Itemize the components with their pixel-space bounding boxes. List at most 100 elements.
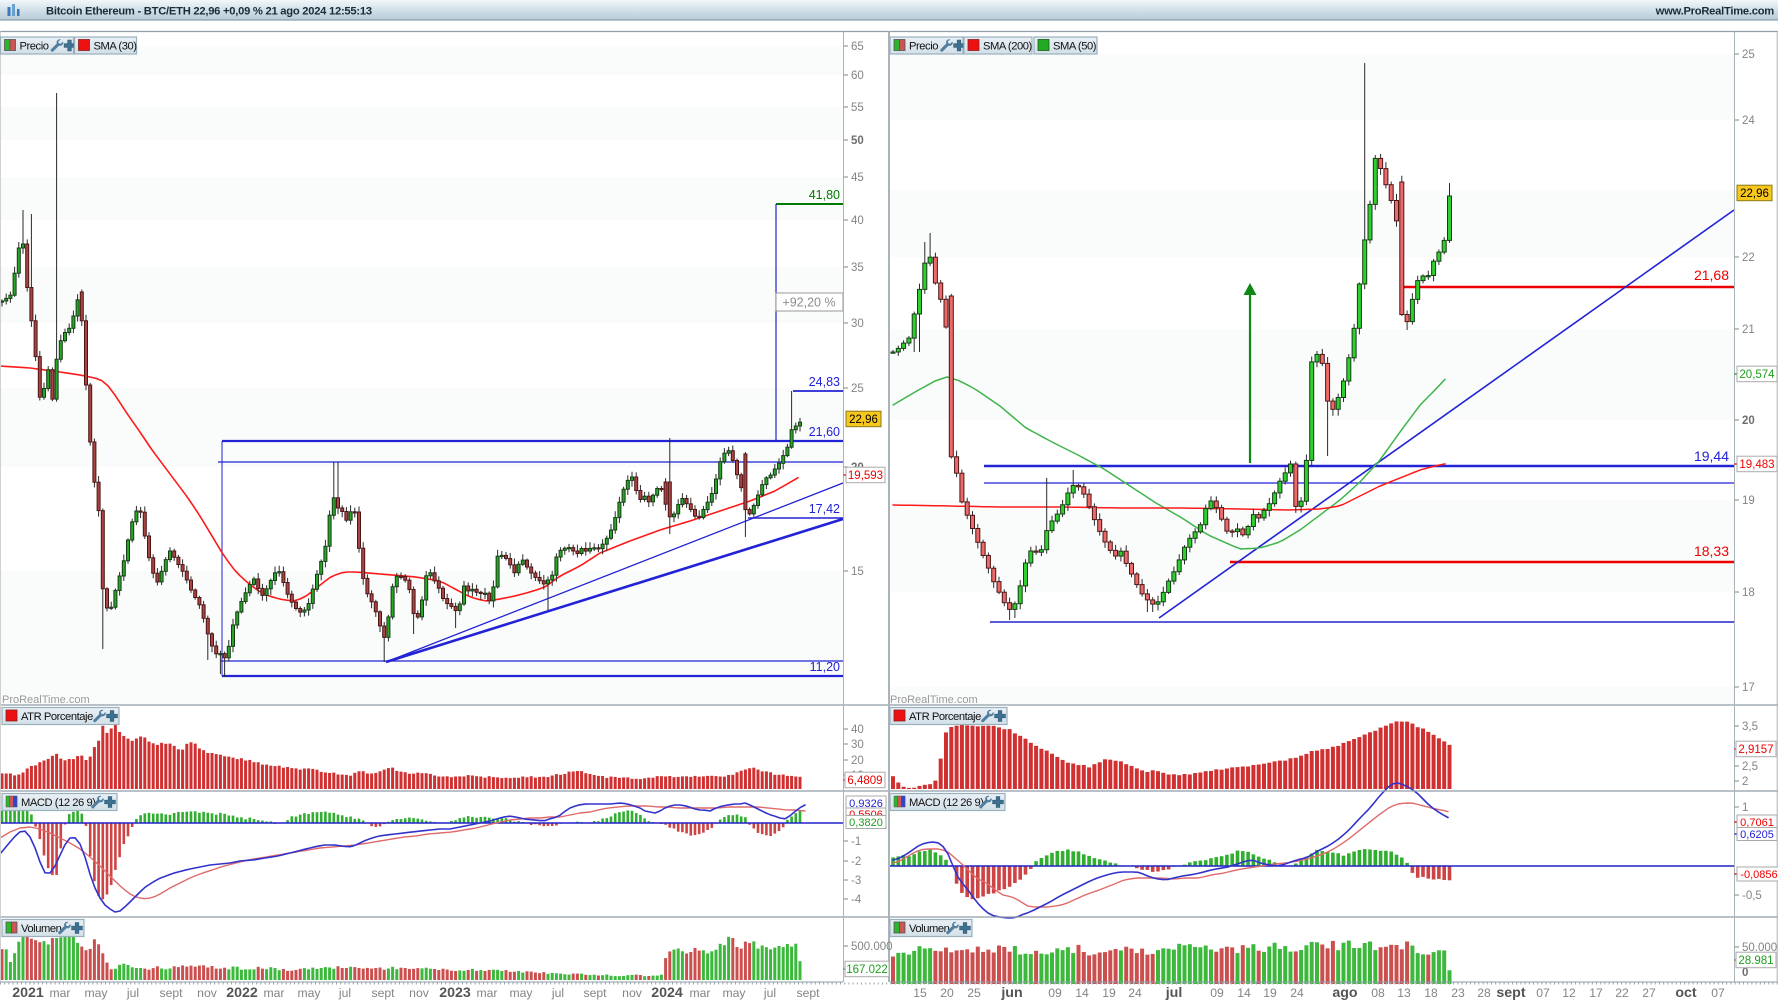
svg-text:20: 20 <box>1742 415 1755 427</box>
svg-text:ATR Porcentaje: ATR Porcentaje <box>21 711 93 723</box>
svg-text:17: 17 <box>1742 682 1755 694</box>
svg-text:25: 25 <box>1742 49 1755 61</box>
svg-text:mar: mar <box>264 986 285 1000</box>
svg-text:35: 35 <box>851 262 864 274</box>
svg-text:SMA (30): SMA (30) <box>94 41 138 53</box>
svg-text:19: 19 <box>1742 495 1755 507</box>
svg-text:2,9157: 2,9157 <box>1738 744 1773 756</box>
svg-text:nov: nov <box>409 986 430 1000</box>
svg-text:17,42: 17,42 <box>809 502 840 516</box>
svg-text:jul: jul <box>1165 985 1183 1000</box>
svg-text:SMA (200): SMA (200) <box>983 41 1033 53</box>
svg-text:13: 13 <box>1397 986 1411 1000</box>
svg-text:22: 22 <box>1615 986 1629 1000</box>
svg-text:28.981: 28.981 <box>1738 955 1773 967</box>
svg-text:24: 24 <box>1128 986 1142 1000</box>
svg-text:2023: 2023 <box>439 985 471 1000</box>
svg-text:6,4809: 6,4809 <box>847 775 882 787</box>
svg-text:50: 50 <box>851 135 864 147</box>
svg-text:+92,20 %: +92,20 % <box>782 296 835 310</box>
svg-text:07: 07 <box>1711 986 1725 1000</box>
svg-text:09: 09 <box>1048 986 1062 1000</box>
svg-text:0,7061: 0,7061 <box>1740 817 1774 829</box>
svg-text:may: may <box>84 986 108 1000</box>
svg-text:12: 12 <box>1562 986 1576 1000</box>
svg-text:11,20: 11,20 <box>810 660 840 674</box>
svg-text:19,483: 19,483 <box>1739 459 1774 471</box>
svg-text:09: 09 <box>1210 986 1224 1000</box>
svg-text:jul: jul <box>338 986 351 1000</box>
svg-text:19: 19 <box>1102 986 1116 1000</box>
svg-text:jul: jul <box>126 986 139 1000</box>
svg-text:-4: -4 <box>851 894 862 906</box>
svg-text:sept: sept <box>1496 985 1525 1000</box>
svg-text:3,5: 3,5 <box>1742 721 1758 733</box>
svg-text:-1: -1 <box>851 836 861 848</box>
svg-text:14: 14 <box>1075 986 1089 1000</box>
svg-text:07: 07 <box>1536 986 1550 1000</box>
svg-text:-3: -3 <box>851 875 861 887</box>
svg-text:www.ProRealTime.com: www.ProRealTime.com <box>1655 6 1775 18</box>
svg-text:-0,0856: -0,0856 <box>1740 869 1777 881</box>
svg-text:Volumen: Volumen <box>21 923 62 935</box>
svg-text:ATR Porcentaje: ATR Porcentaje <box>909 711 981 723</box>
svg-text:ago: ago <box>1332 985 1358 1000</box>
svg-text:19,593: 19,593 <box>848 470 883 482</box>
svg-text:18: 18 <box>1424 986 1438 1000</box>
svg-text:MACD (12 26 9): MACD (12 26 9) <box>909 797 984 809</box>
svg-text:40: 40 <box>851 724 864 736</box>
svg-text:14: 14 <box>1237 986 1251 1000</box>
svg-text:27: 27 <box>1642 986 1656 1000</box>
svg-text:ProRealTime.com: ProRealTime.com <box>2 694 90 706</box>
svg-text:22,96: 22,96 <box>849 414 878 426</box>
svg-text:0,9326: 0,9326 <box>849 798 883 810</box>
svg-text:mar: mar <box>690 986 711 1000</box>
svg-text:nov: nov <box>622 986 643 1000</box>
svg-text:jul: jul <box>763 986 776 1000</box>
svg-text:23: 23 <box>1451 986 1465 1000</box>
svg-text:sept: sept <box>159 986 183 1000</box>
svg-text:30: 30 <box>851 739 864 751</box>
svg-text:20: 20 <box>851 755 864 767</box>
svg-text:25: 25 <box>967 986 981 1000</box>
svg-text:-0,5: -0,5 <box>1742 890 1762 902</box>
svg-text:15: 15 <box>851 566 864 578</box>
svg-text:20: 20 <box>940 986 954 1000</box>
svg-text:24,83: 24,83 <box>809 375 840 389</box>
svg-text:sept: sept <box>583 986 607 1000</box>
svg-text:22: 22 <box>1742 252 1755 264</box>
svg-text:Bitcoin Ethereum - BTC/ETH 22,: Bitcoin Ethereum - BTC/ETH 22,96 +0,09 %… <box>46 6 372 18</box>
svg-text:08: 08 <box>1371 986 1385 1000</box>
svg-text:24: 24 <box>1290 986 1304 1000</box>
svg-text:jun: jun <box>1000 985 1022 1000</box>
svg-text:sept: sept <box>371 986 395 1000</box>
svg-text:17: 17 <box>1589 986 1603 1000</box>
svg-text:SMA (50): SMA (50) <box>1053 41 1097 53</box>
svg-text:Precio: Precio <box>20 41 49 53</box>
svg-text:25: 25 <box>851 383 864 395</box>
svg-text:sept: sept <box>796 986 820 1000</box>
svg-text:19: 19 <box>1263 986 1277 1000</box>
svg-text:19,44: 19,44 <box>1694 448 1729 464</box>
svg-text:0: 0 <box>1742 967 1748 979</box>
svg-text:21,60: 21,60 <box>809 425 840 439</box>
svg-text:ProRealTime.com: ProRealTime.com <box>890 694 978 706</box>
svg-text:may: may <box>509 986 533 1000</box>
svg-text:may: may <box>722 986 746 1000</box>
svg-text:2021: 2021 <box>12 985 44 1000</box>
svg-text:Precio: Precio <box>909 41 938 53</box>
svg-text:18,33: 18,33 <box>1694 543 1729 559</box>
svg-text:40: 40 <box>851 215 864 227</box>
svg-text:18: 18 <box>1742 587 1755 599</box>
svg-text:15: 15 <box>913 986 927 1000</box>
svg-text:30: 30 <box>851 318 864 330</box>
svg-text:60: 60 <box>851 70 864 82</box>
svg-text:21,68: 21,68 <box>1694 267 1729 283</box>
svg-text:oct: oct <box>1675 985 1697 1000</box>
svg-text:mar: mar <box>477 986 498 1000</box>
svg-text:500.000: 500.000 <box>851 941 893 953</box>
svg-text:may: may <box>297 986 321 1000</box>
svg-text:nov: nov <box>197 986 218 1000</box>
svg-text:mar: mar <box>50 986 71 1000</box>
svg-text:45: 45 <box>851 172 864 184</box>
